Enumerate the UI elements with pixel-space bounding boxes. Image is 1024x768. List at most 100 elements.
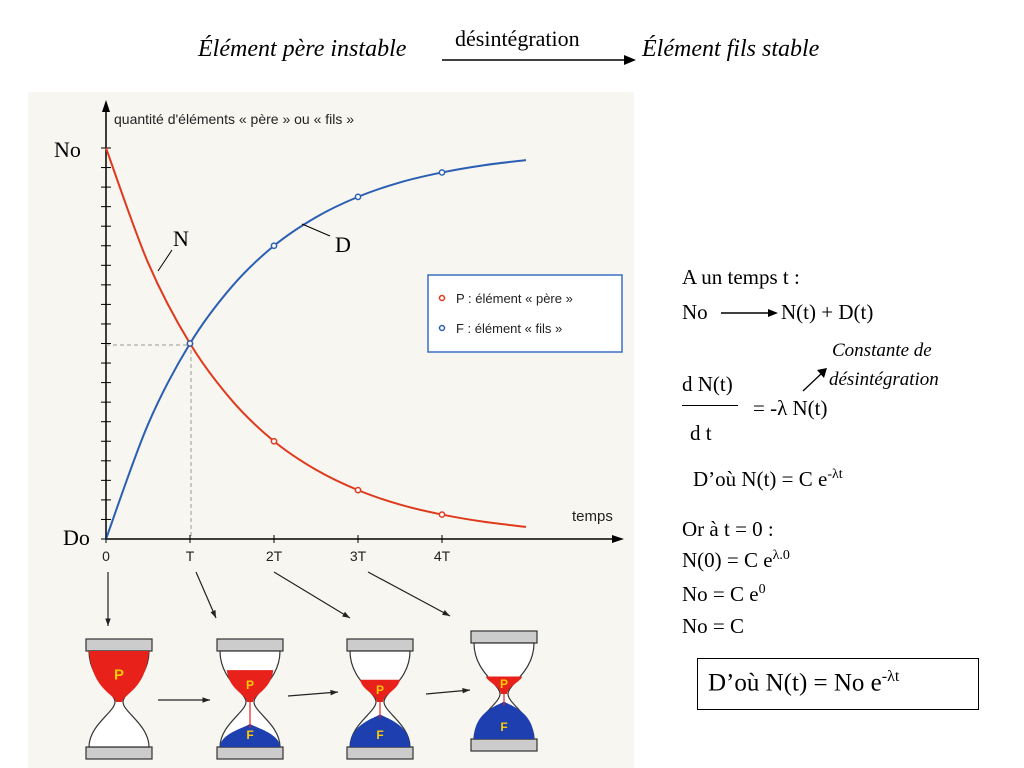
y-bottom-label: Do	[63, 525, 90, 550]
hourglass-sand-fils	[474, 701, 534, 739]
hourglass-sand-fils	[350, 714, 410, 747]
x-tick-label: 3T	[350, 548, 367, 564]
hourglass-bottom-plate	[346, 746, 414, 760]
result-box	[697, 658, 979, 710]
eq-dt: d t	[690, 421, 712, 445]
x-tick-label: 2T	[266, 548, 283, 564]
eq-no-c-text: No = C e	[682, 582, 759, 606]
eq-n0-text: N(0) = C e	[682, 548, 773, 572]
curve-label-d: D	[335, 232, 351, 257]
hourglass-top-plate	[85, 638, 153, 652]
arrow	[273, 571, 351, 619]
legend-label-fils: F : élément « fils »	[456, 321, 562, 336]
curve-label-n: N	[173, 226, 189, 251]
hourglass-bottom-plate	[85, 746, 153, 760]
eq-constante-line1: Constante de	[832, 340, 932, 361]
eq-rhs: = -λ N(t)	[753, 396, 828, 420]
marker-fils	[270, 242, 278, 250]
arrow-head	[442, 610, 450, 616]
arrow-shaft	[367, 571, 451, 617]
eq-constante-line2: désintégration	[829, 369, 939, 390]
x-axis-label: temps	[572, 508, 613, 525]
hourglass-label-fils: F	[246, 728, 253, 742]
curve-label-d-pointer	[301, 223, 331, 237]
arrow	[195, 571, 217, 619]
hourglass-label-pere: P	[246, 678, 254, 692]
hourglass-sand-pere	[226, 670, 274, 702]
arrow	[105, 572, 111, 626]
hourglass-sand-fils	[220, 723, 280, 747]
hourglass-label-pere: P	[114, 667, 124, 684]
arrow	[425, 687, 471, 695]
eq-or: Or à t = 0 :	[682, 517, 774, 541]
eq-dn: d N(t)	[682, 372, 733, 396]
lambda-pointer-arrow	[802, 368, 827, 392]
marker-fils	[354, 193, 362, 201]
hourglass-sand-pere	[89, 651, 149, 702]
eq-dou-text: D’où N(t) = C e	[693, 467, 828, 491]
hourglass-top-plate	[346, 638, 414, 652]
curve-pere	[105, 147, 527, 528]
eq-arrow	[721, 309, 778, 317]
arrow-head	[210, 610, 216, 618]
header-arrow	[442, 55, 636, 65]
legend-marker-fils	[438, 324, 446, 332]
time-arrows	[105, 571, 471, 703]
eq-no: No	[682, 300, 708, 324]
eq-dou: D’où N(t) = C e-λt	[693, 467, 843, 492]
arrow	[287, 689, 339, 697]
y-top-label: No	[54, 137, 81, 162]
eq-dou-exp: -λt	[827, 467, 843, 482]
x-tick-label: 4T	[434, 548, 451, 564]
x-tick-label: 0	[102, 548, 110, 564]
curve-fils	[105, 159, 527, 540]
marker-fils	[438, 169, 446, 176]
eq-result-exp: -λt	[881, 668, 900, 685]
hourglass: FP	[346, 638, 414, 760]
legend-label-pere: P : élément « père »	[456, 291, 573, 306]
hourglass-label-pere: P	[500, 677, 508, 691]
eq-n0: N(0) = C eλ.0	[682, 548, 790, 573]
fraction-line	[682, 405, 738, 406]
y-axis-label: quantité d'éléments « père » ou « fils »	[114, 111, 354, 127]
eq-result: D’où N(t) = No e-λt	[708, 668, 899, 697]
marker-pere	[270, 437, 278, 445]
arrow	[158, 697, 210, 703]
eq-no-c: No = C e0	[682, 582, 766, 607]
arrow-shaft	[273, 571, 351, 619]
eq-no-eq-c: No = C	[682, 614, 745, 638]
marker-pere	[438, 511, 446, 518]
eq-result-text: D’où N(t) = No e	[708, 669, 882, 697]
arrow-head	[105, 618, 111, 626]
marker-pere	[354, 486, 362, 494]
legend: P : élément « père » F : élément « fils …	[427, 274, 623, 353]
header-right: Élément fils stable	[642, 36, 820, 62]
hourglass-label-pere: P	[376, 683, 384, 697]
hourglass-label-fils: F	[500, 720, 507, 734]
hourglass: FP	[216, 638, 284, 760]
arrow	[367, 571, 451, 617]
curve-label-n-pointer	[157, 249, 173, 272]
eq-n0-exp: λ.0	[772, 548, 790, 563]
y-axis-ticks	[101, 147, 111, 540]
arrow-head	[342, 611, 350, 618]
eq-a-un-temps: A un temps t :	[682, 265, 800, 289]
arrow-shaft	[195, 571, 217, 619]
hourglass-top-plate	[216, 638, 284, 652]
arrow-head	[330, 689, 338, 696]
marker-fils	[186, 340, 194, 347]
arrow-head	[462, 687, 470, 694]
arrow-shaft	[287, 691, 339, 697]
legend-marker-pere	[438, 294, 446, 302]
y-axis-arrowhead	[102, 100, 110, 112]
hourglass: P	[85, 638, 153, 760]
hourglass-sand-pere	[360, 679, 400, 702]
hourglass-label-fils: F	[376, 728, 383, 742]
header-left: Élément père instable	[198, 36, 407, 62]
arrow-head	[202, 697, 210, 703]
hourglass-bottom-plate	[216, 746, 284, 760]
x-tick-label: T	[186, 548, 195, 564]
eq-no-c-exp: 0	[758, 582, 766, 597]
